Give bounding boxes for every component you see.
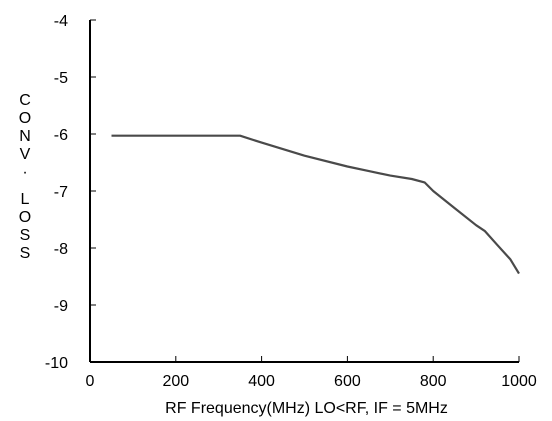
x-tick-label: 1000 (501, 373, 537, 390)
x-tick-label: 600 (334, 373, 361, 390)
y-tick-label: -5 (54, 70, 68, 87)
series-line (111, 134, 520, 275)
y-tick-label: -10 (45, 355, 68, 372)
y-axis-title-char: S (20, 227, 31, 244)
y-tick-label: -4 (54, 13, 68, 30)
y-tick-label: -7 (54, 184, 68, 201)
y-axis-title-char: V (20, 146, 31, 163)
x-tick-label: 400 (248, 373, 275, 390)
x-tick-label: 800 (420, 373, 447, 390)
y-tick-label: -6 (54, 127, 68, 144)
y-tick-label: -8 (54, 241, 68, 258)
y-axis-title-char: O (19, 110, 31, 127)
tick-marks (89, 19, 520, 363)
y-tick-label: -9 (54, 298, 68, 315)
series-group (111, 134, 520, 275)
y-axis-title-char: L (21, 191, 30, 208)
y-axis-title-char: C (19, 92, 31, 109)
x-axis-title: RF Frequency(MHz) LO<RF, IF = 5MHz (165, 400, 448, 417)
y-tick-labels: -4 -5 -6 -7 -8 -9 -10 (45, 13, 68, 372)
y-axis-title-char: S (20, 245, 31, 262)
x-tick-label: 0 (86, 373, 95, 390)
y-axis-title-char: · (22, 164, 27, 181)
y-axis-title-char: N (19, 128, 31, 145)
x-tick-labels: 0 200 400 600 800 1000 (86, 373, 537, 390)
y-axis-title-char: O (19, 209, 31, 226)
x-tick-label: 200 (162, 373, 189, 390)
